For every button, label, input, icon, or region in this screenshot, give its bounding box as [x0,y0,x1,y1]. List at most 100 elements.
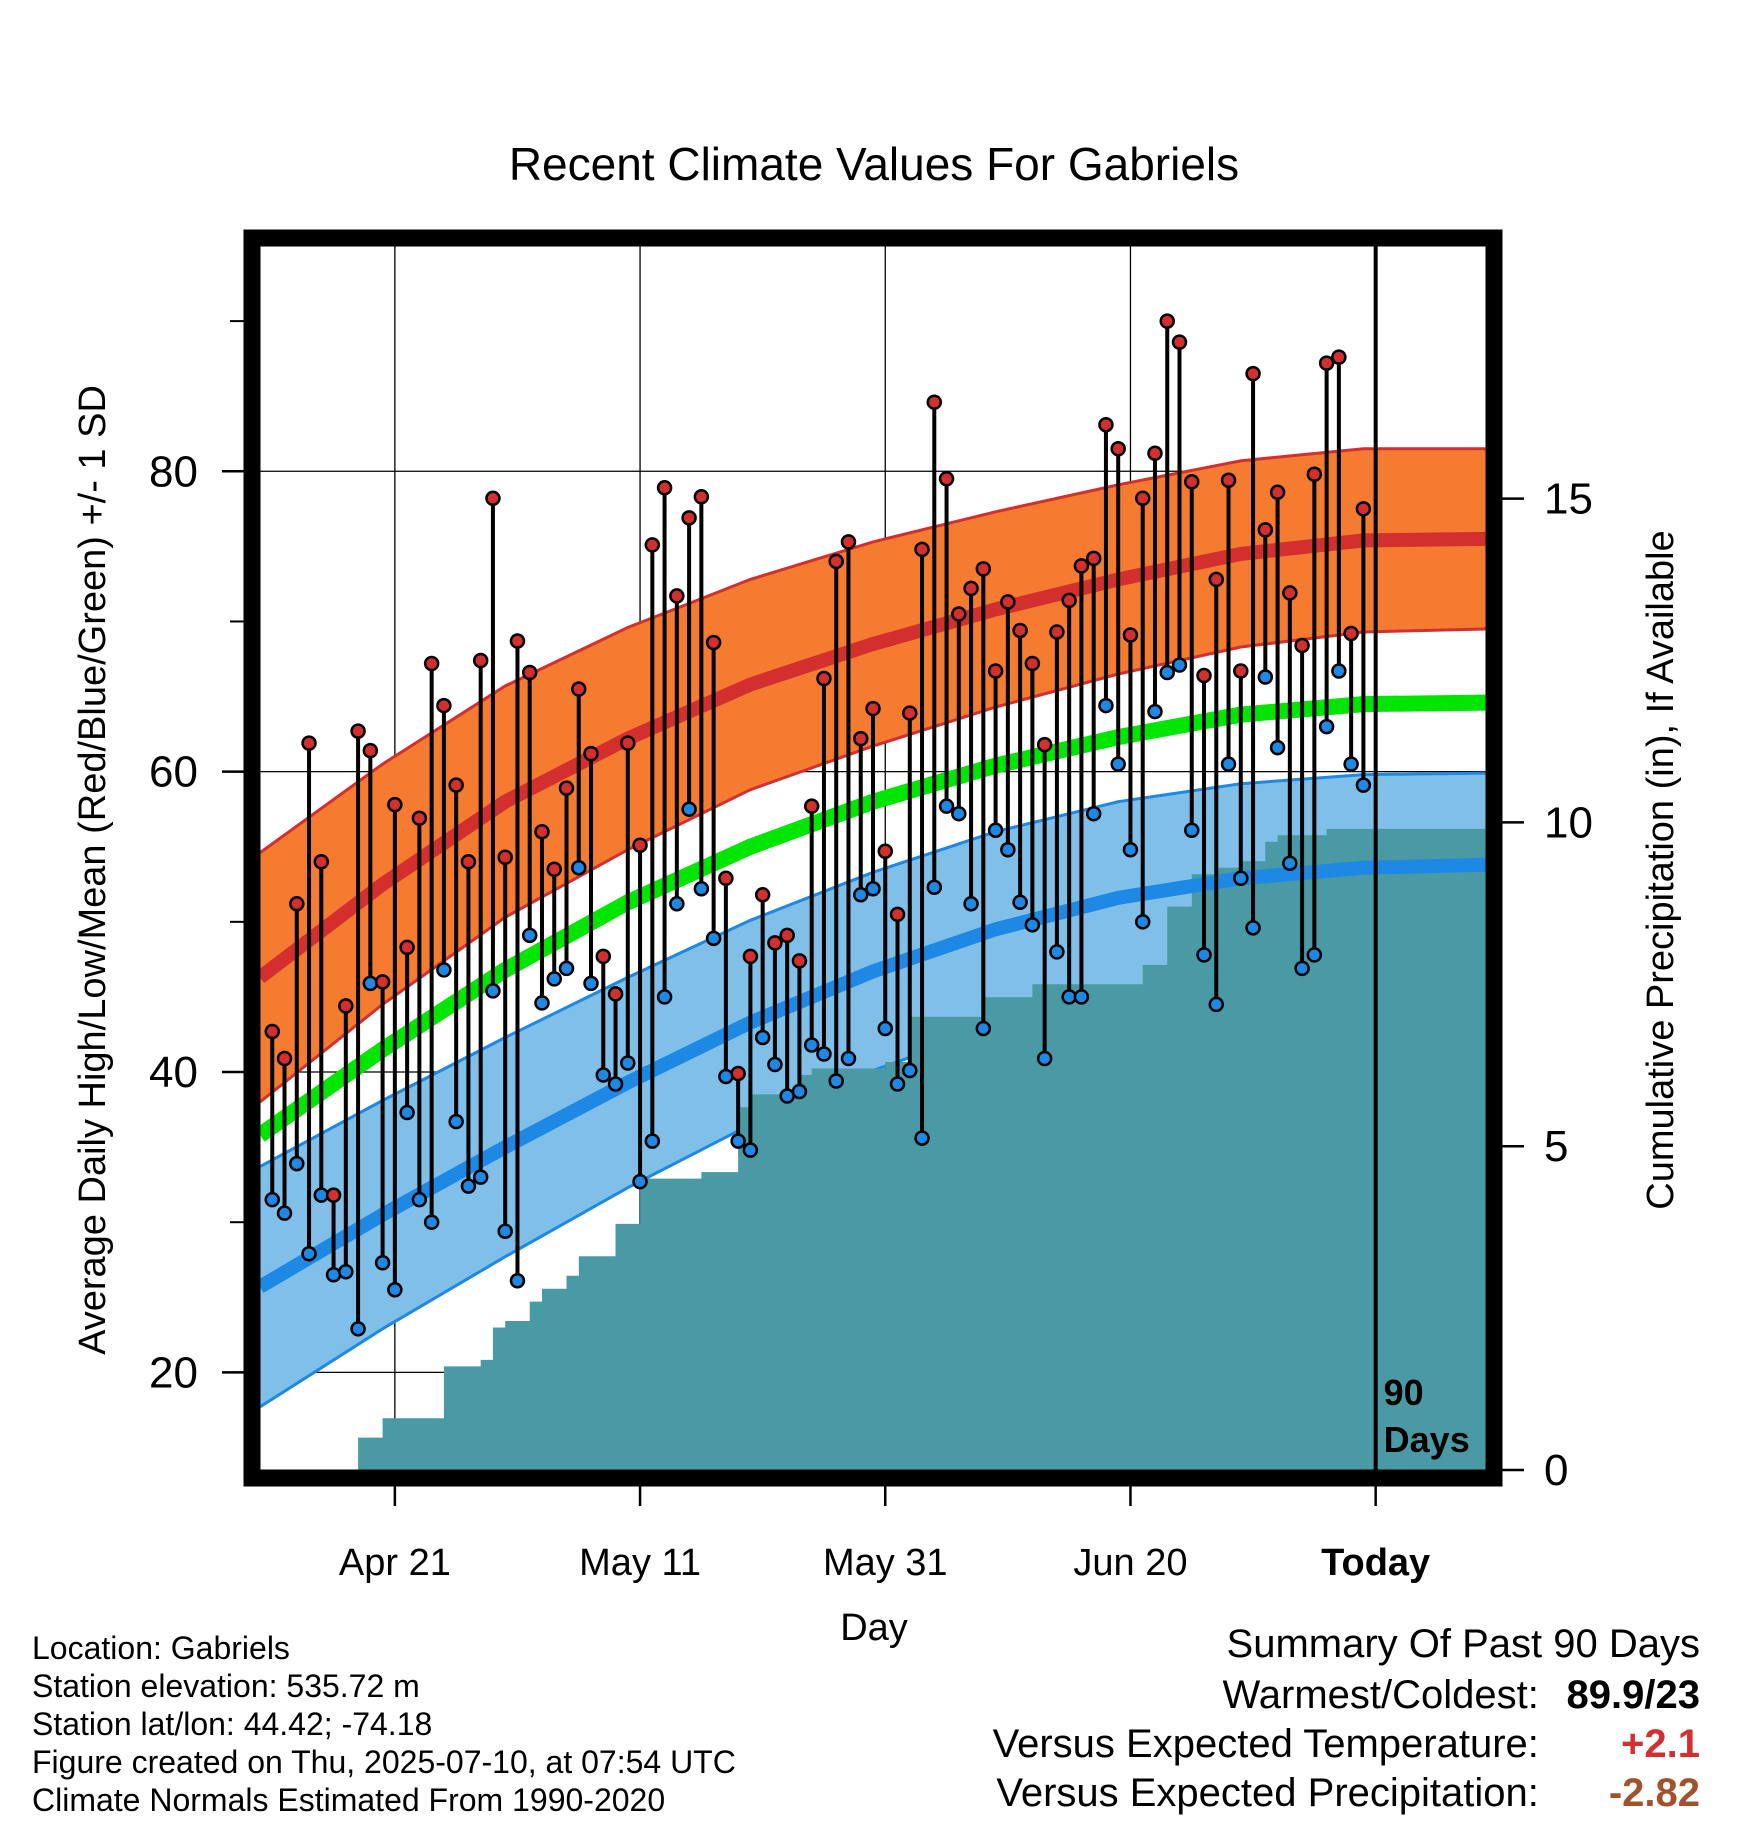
x-tick-label: Jun 20 [1073,1542,1187,1584]
daily-low-point [411,1191,428,1208]
daily-high-point [607,986,624,1002]
daily-high-point [620,735,636,751]
daily-high-point [1134,490,1151,507]
daily-low-point [1134,914,1151,930]
daily-high-point [1000,594,1016,610]
daily-low-point [754,1029,771,1046]
daily-low-point [791,1083,808,1100]
daily-high-point [767,935,783,951]
y2-tick-label: 0 [1544,1446,1568,1495]
daily-high-point [1245,365,1261,382]
plot-frame [243,229,1503,1487]
daily-high-point [803,798,820,814]
daily-low-point [485,983,501,999]
daily-points [264,313,1372,1337]
daily-low-point [1122,841,1139,858]
daily-high-point [350,723,366,739]
y-tick-label: 20 [149,1348,198,1397]
footer-normals: Climate Normals Estimated From 1990-2020 [32,1782,666,1818]
daily-high-point [313,854,330,870]
daily-low-point [423,1214,440,1230]
daily-low-point [1049,944,1065,960]
daily-high-point [558,780,575,796]
daily-range-stems [270,321,1366,1329]
daily-low-point [1036,1050,1053,1067]
daily-high-point [411,810,428,826]
daily-low-point [350,1321,366,1337]
today-days-unit: Days [1384,1419,1470,1460]
daily-high-point [1343,625,1359,642]
daily-low-point [460,1178,477,1194]
daily-high-point [730,1065,746,1082]
footer-created: Figure created on Thu, 2025-07-10, at 07… [32,1744,736,1780]
daily-low-point [301,1245,317,1262]
daily-low-point [767,1056,783,1073]
daily-high-point [325,1187,342,1203]
daily-low-point [521,927,538,944]
summary-extremes-row: Warmest/Coldest: 89.9/23 [1223,1673,1701,1718]
chart-title: Recent Climate Values For Gabriels [509,138,1239,190]
daily-low-point [681,801,697,817]
daily-low-point [632,1173,648,1190]
daily-high-point [374,974,391,990]
y2-tick-label: 5 [1544,1122,1568,1171]
daily-high-point [1282,585,1298,601]
daily-high-point [877,843,894,859]
daily-low-point [975,1020,992,1037]
daily-low-point [448,1113,464,1130]
daily-low-point [1073,989,1090,1005]
y-axis-label: Average Daily High/Low/Mean (Red/Blue/Gr… [72,385,114,1355]
daily-high-point [1233,663,1249,679]
summary-precip-value: -2.82 [1608,1771,1700,1815]
daily-high-point [583,745,599,762]
daily-high-point [816,670,832,687]
daily-low-point [1012,894,1028,911]
daily-low-point [1294,960,1310,977]
daily-high-point [632,837,648,853]
normal-high-line [255,531,1487,983]
daily-high-point [914,541,930,558]
daily-low-point [914,1130,930,1146]
daily-high-point [472,652,489,669]
x-axis-label: Day [840,1607,908,1649]
footer-elevation: Station elevation: 535.72 m [32,1668,420,1704]
daily-high-point [656,480,673,496]
daily-low-point [951,805,967,822]
daily-high-point [693,489,710,505]
footer-latlon: Station lat/lon: 44.42; -74.18 [32,1706,433,1742]
daily-low-point [840,1050,857,1067]
daily-low-point [705,930,722,947]
daily-high-point [1147,445,1163,462]
daily-high-point [963,580,979,597]
summary-temp-row: Versus Expected Temperature: +2.1 [993,1722,1700,1767]
daily-high-point [1331,349,1347,365]
y-tick-label: 80 [149,447,198,496]
daily-low-point [1208,996,1225,1013]
daily-high-point [423,655,440,672]
daily-high-point [828,553,844,570]
summary-extremes-label: Warmest/Coldest: [1222,1673,1539,1717]
daily-low-point [497,1223,513,1239]
summary-title: Summary Of Past 90 Days [1226,1622,1700,1666]
daily-low-point [938,798,955,814]
daily-high-point [975,561,992,577]
daily-low-point [264,1191,281,1208]
y2-axis-label: Cumulative Precipitation (in), If Availa… [1640,530,1682,1209]
daily-low-point [852,887,869,903]
daily-high-point [1110,440,1126,457]
daily-high-point [1024,655,1041,672]
daily-high-point [681,510,697,526]
daily-high-point [534,823,550,840]
footer-location: Location: Gabriels [32,1630,290,1666]
daily-high-point [399,939,415,956]
axes: 20 40 60 80 0 5 10 15 Apr 21 May 11 May 31 Jun 20 To… [149,229,1593,1584]
daily-low-point [656,989,673,1005]
daily-high-point [1184,474,1200,490]
daily-low-point [1000,841,1016,858]
today-marker: 90 Days [1373,238,1470,1478]
daily-high-point [889,906,906,923]
daily-high-point [1208,571,1225,588]
precipitation-area [260,828,1486,1470]
daily-high-point [1306,466,1323,483]
